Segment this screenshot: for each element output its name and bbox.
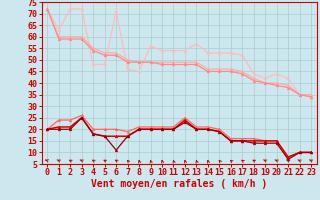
X-axis label: Vent moyen/en rafales ( km/h ): Vent moyen/en rafales ( km/h ) (91, 179, 267, 189)
